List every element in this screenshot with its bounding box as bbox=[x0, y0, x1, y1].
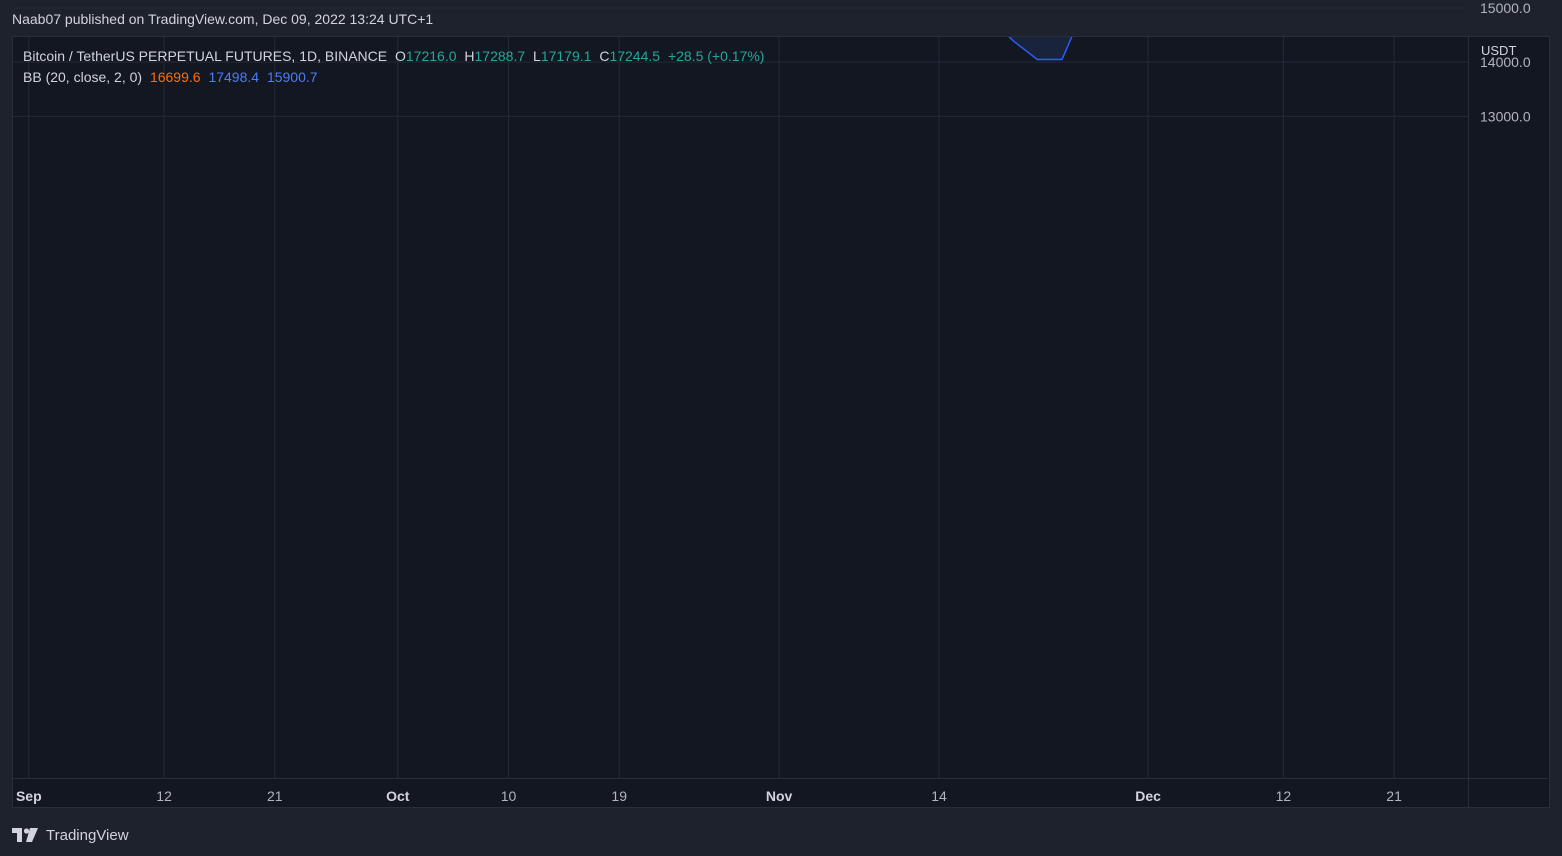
bb-basis-value: 16699.6 bbox=[149, 69, 201, 85]
brand-name: TradingView bbox=[46, 826, 129, 844]
high-value: H17288.7 bbox=[464, 48, 526, 64]
time-tick-label: 21 bbox=[267, 788, 283, 804]
time-tick-label: Dec bbox=[1135, 788, 1161, 804]
currency-label: USDT bbox=[1481, 43, 1516, 58]
bollinger-lower-band bbox=[1008, 37, 1073, 61]
close-value: C17244.5 bbox=[599, 48, 661, 64]
price-tick-label: 13000.0 bbox=[1480, 108, 1531, 124]
time-tick-label: Nov bbox=[766, 788, 793, 804]
change-value: +28.5 (+0.17%) bbox=[667, 48, 765, 64]
plot-layer bbox=[1008, 37, 1073, 61]
published-info: Naab07 published on TradingView.com, Dec… bbox=[12, 11, 434, 27]
time-tick-label: 21 bbox=[1386, 788, 1402, 804]
low-value: L17179.1 bbox=[533, 48, 592, 64]
symbol-title: Bitcoin / TetherUS PERPETUAL FUTURES, 1D… bbox=[23, 48, 388, 64]
time-tick-label: 12 bbox=[1276, 788, 1292, 804]
time-tick-label: Sep bbox=[16, 788, 42, 804]
chart-area[interactable] bbox=[12, 36, 1550, 808]
time-tick-label: 19 bbox=[611, 788, 627, 804]
top-bar: Naab07 published on TradingView.com, Dec… bbox=[0, 0, 1562, 36]
chart-legend: Bitcoin / TetherUS PERPETUAL FUTURES, 1D… bbox=[23, 46, 768, 88]
tradingview-logo-icon bbox=[12, 828, 38, 842]
time-tick-label: 14 bbox=[931, 788, 947, 804]
price-tick-label: 14000.0 bbox=[1480, 54, 1531, 70]
symbol-line: Bitcoin / TetherUS PERPETUAL FUTURES, 1D… bbox=[23, 46, 768, 67]
time-tick-label: 12 bbox=[156, 788, 172, 804]
time-tick-label: Oct bbox=[386, 788, 410, 804]
bb-indicator-line[interactable]: BB (20, close, 2, 0) 16699.6 17498.4 159… bbox=[23, 67, 768, 88]
bb-upper-value: 17498.4 bbox=[208, 69, 260, 85]
bb-lower-value: 15900.7 bbox=[266, 69, 318, 85]
open-value: O17216.0 bbox=[395, 48, 457, 64]
footer-branding[interactable]: TradingView bbox=[12, 824, 129, 846]
time-tick-label: 10 bbox=[501, 788, 517, 804]
bb-label: BB (20, close, 2, 0) bbox=[23, 69, 143, 85]
price-tick-label: 15000.0 bbox=[1480, 0, 1531, 16]
bollinger-band-fill bbox=[1009, 37, 1072, 60]
